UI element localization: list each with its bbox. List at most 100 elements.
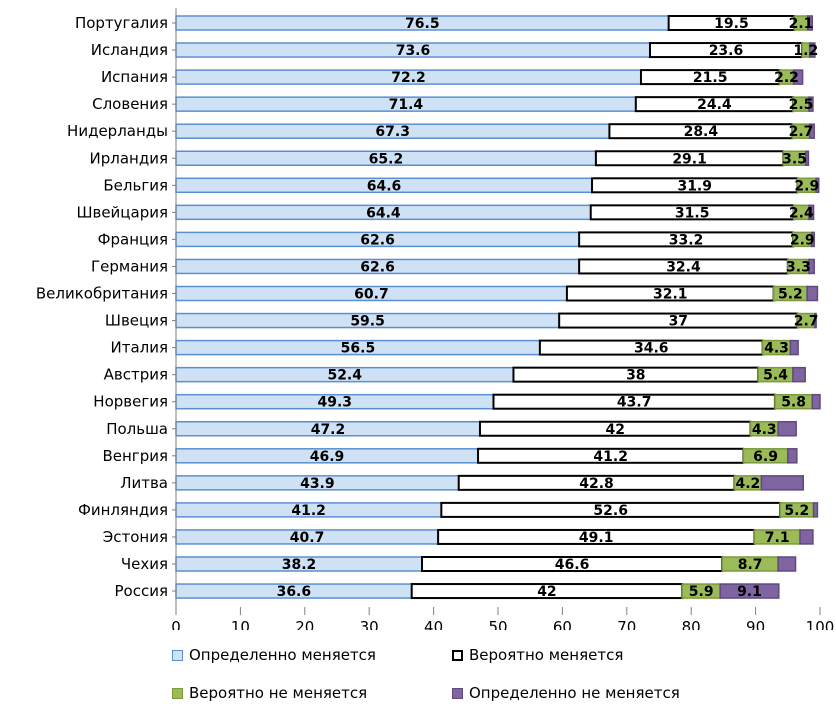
- data-label-s2: 2.9: [794, 178, 819, 194]
- data-label-s1: 38: [626, 368, 645, 384]
- legend-item-definitely-not-changes: Определенно не меняется: [452, 684, 732, 702]
- data-label-s0: 40.7: [290, 530, 325, 546]
- bar-segment-s3: [799, 529, 814, 545]
- data-label-s1: 23.6: [709, 43, 744, 59]
- bar-segment-s3: [811, 393, 821, 410]
- data-label-s2: 8.7: [738, 557, 763, 573]
- category-label: Польша: [106, 420, 168, 438]
- bar-segment-s3: [815, 177, 820, 194]
- data-label-s1: 41.2: [593, 449, 628, 465]
- legend-item-probably-changes: Вероятно меняется: [452, 646, 732, 664]
- bar-segment-s3: [806, 285, 819, 302]
- legend-swatch-definitely-not-changes: [452, 687, 463, 699]
- data-label-s1: 32.1: [653, 287, 688, 303]
- x-tick-label: 0: [171, 618, 181, 630]
- data-label-s1: 46.6: [555, 557, 590, 573]
- data-label-s1: 32.4: [666, 259, 701, 275]
- data-label-s0: 47.2: [311, 422, 346, 438]
- bar-segment-s3: [777, 421, 797, 437]
- x-tick-label: 80: [682, 618, 701, 630]
- x-tick-label: 90: [746, 618, 765, 630]
- data-label-s1: 19.5: [714, 16, 749, 32]
- data-label-s0: 72.2: [391, 70, 426, 86]
- category-label: Ирландия: [90, 149, 168, 167]
- x-tick-label: 40: [424, 618, 443, 630]
- data-label-s2: 2.2: [774, 70, 799, 86]
- category-label: Германия: [91, 257, 168, 275]
- data-label-s2: 3.3: [786, 259, 811, 275]
- data-label-s0: 49.3: [317, 395, 352, 411]
- data-label-s0: 62.6: [360, 232, 395, 248]
- data-label-s2: 2.4: [789, 205, 814, 221]
- data-label-s3: 9.1: [737, 584, 762, 600]
- data-label-s0: 64.4: [366, 205, 401, 221]
- data-label-s0: 59.5: [350, 314, 385, 330]
- category-label: Испания: [101, 68, 168, 86]
- legend-label-probably-changes: Вероятно меняется: [469, 646, 624, 664]
- category-label: Исландия: [91, 41, 168, 59]
- category-label: Бельгия: [103, 176, 168, 194]
- data-label-s2: 3.5: [782, 151, 807, 167]
- category-label: Франция: [98, 230, 168, 248]
- data-label-s2: 6.9: [753, 449, 778, 465]
- data-label-s1: 24.4: [697, 97, 732, 113]
- category-label: Швеция: [105, 312, 168, 330]
- category-label: Великобритания: [36, 285, 168, 303]
- x-tick-label: 50: [488, 618, 507, 630]
- data-label-s2: 2.9: [790, 232, 815, 248]
- data-label-s2: 5.2: [784, 503, 809, 519]
- data-label-s0: 52.4: [327, 368, 362, 384]
- category-label: Италия: [110, 339, 168, 357]
- category-label: Эстония: [103, 528, 168, 546]
- data-label-s0: 64.6: [367, 178, 402, 194]
- data-label-s1: 28.4: [684, 124, 719, 140]
- data-label-s2: 1.2: [793, 43, 818, 59]
- data-label-s1: 42.8: [579, 476, 614, 492]
- data-label-s0: 62.6: [360, 259, 395, 275]
- bar-segment-s3: [787, 448, 798, 464]
- x-tick-label: 70: [617, 618, 636, 630]
- x-axis: 0 10 20 30 40 50 60 70 80 90 100: [171, 8, 834, 630]
- data-labels-layer: 76.5 19.5 2.1 73.6 23.6 1.2 72.2 21.5 2.2 71.4 24.…: [277, 16, 820, 600]
- category-label: Португалия: [75, 14, 168, 32]
- data-label-s1: 29.1: [672, 151, 707, 167]
- category-label: Швейцария: [76, 203, 168, 221]
- data-label-s2: 2.1: [789, 16, 814, 32]
- category-label: Словения: [92, 95, 168, 113]
- legend-label-probably-not-changes: Вероятно не меняется: [189, 684, 368, 702]
- x-tick-label: 60: [553, 618, 572, 630]
- data-label-s1: 31.5: [675, 205, 710, 221]
- data-label-s0: 36.6: [277, 584, 312, 600]
- data-label-s1: 34.6: [634, 341, 669, 357]
- data-label-s1: 49.1: [579, 530, 614, 546]
- legend: Определенно меняется Вероятно меняется В…: [172, 640, 792, 716]
- bars-layer: [175, 15, 821, 600]
- data-label-s0: 38.2: [282, 557, 317, 573]
- bar-segment-s3: [719, 583, 780, 599]
- bar-segment-s3: [808, 42, 816, 58]
- data-label-s2: 4.2: [735, 476, 760, 492]
- data-label-s1: 21.5: [693, 70, 728, 86]
- x-tick-label: 20: [295, 618, 314, 630]
- data-label-s1: 37: [669, 314, 688, 330]
- legend-item-probably-not-changes: Вероятно не меняется: [172, 684, 452, 702]
- data-label-s2: 5.9: [689, 584, 714, 600]
- category-label: Норвегия: [93, 393, 168, 411]
- bar-segment-s3: [814, 312, 817, 329]
- bar-segment-s3: [808, 258, 815, 275]
- legend-swatch-probably-changes: [452, 649, 463, 661]
- bar-segment-s3: [792, 69, 804, 85]
- category-label: Литва: [120, 474, 168, 492]
- legend-label-definitely-changes: Определенно меняется: [189, 646, 376, 664]
- data-label-s0: 43.9: [300, 476, 335, 492]
- data-label-s0: 46.9: [310, 449, 345, 465]
- data-label-s2: 5.8: [781, 395, 806, 411]
- bar-segment-s3: [810, 231, 815, 248]
- data-label-s0: 67.3: [375, 124, 410, 140]
- bar-segment-s3: [789, 339, 799, 356]
- x-tick-label: 100: [806, 618, 835, 630]
- bar-segment-s3: [760, 475, 805, 491]
- legend-row-1: Определенно меняется Вероятно меняется: [172, 640, 792, 670]
- category-label: Венгрия: [102, 447, 168, 465]
- bar-segment-s3: [808, 96, 814, 112]
